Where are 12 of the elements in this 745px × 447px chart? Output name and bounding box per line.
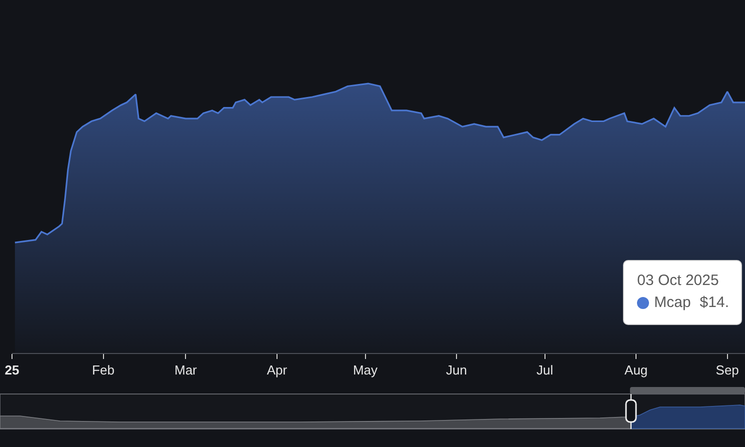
x-tick-label: Mar xyxy=(174,362,198,378)
x-tick-label: 25 xyxy=(4,362,20,378)
x-tick-label: Jul xyxy=(536,362,554,378)
annotation: 03 Oct 2025 xyxy=(637,271,720,291)
x-tick-label: Apr xyxy=(266,362,288,378)
x-tick-label: Sep xyxy=(716,362,739,378)
x-tick-label: Jun xyxy=(446,362,467,378)
x-tick-label: May xyxy=(352,362,378,378)
x-tick-label: Feb xyxy=(92,362,114,378)
legend-label: Mcap xyxy=(654,293,691,313)
annotation: $14. xyxy=(700,293,729,313)
x-tick-label: Aug xyxy=(624,362,648,378)
